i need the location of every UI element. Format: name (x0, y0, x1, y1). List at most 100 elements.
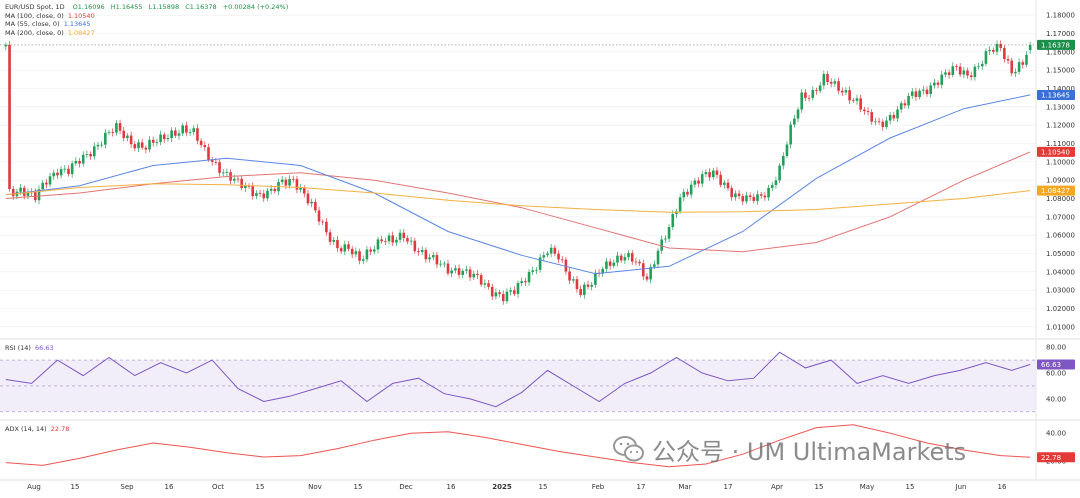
candle-body (8, 44, 11, 189)
candle-body (45, 182, 48, 185)
time-tick-label: 17 (724, 483, 733, 491)
candle-body (413, 240, 417, 252)
candle-body (19, 187, 22, 192)
candle-body (221, 172, 225, 174)
candle-body (531, 270, 535, 272)
candle-body (811, 90, 815, 98)
last-price-badge-bg (1037, 39, 1075, 50)
price-tick-label: 1.07000 (1046, 213, 1075, 221)
candle-body (874, 121, 877, 123)
watermark: 公众号 · UM UltimaMarkets (612, 432, 966, 466)
ma55-badge: 1.13645 (1041, 92, 1070, 100)
candle-body (89, 154, 92, 157)
candle-body (756, 194, 759, 201)
candle-body (601, 268, 605, 274)
candle-body (391, 235, 395, 243)
time-tick-label: Aug (27, 483, 41, 491)
candle-body (336, 239, 339, 249)
candle-body (476, 273, 479, 276)
candle-body (350, 248, 354, 255)
adx-value: 22.78 (50, 425, 70, 433)
ma55-legend: MA (55, close, 0) 1.13645 (5, 20, 288, 29)
candle-body (877, 121, 881, 123)
candle-body (583, 284, 586, 295)
last-price-badge: 1.16378 (1041, 41, 1070, 49)
candle-body (678, 197, 682, 212)
candle-body (347, 244, 350, 249)
candle-body (785, 144, 789, 156)
candle-body (605, 261, 608, 269)
candle-body (807, 97, 811, 99)
ma200-badge: 1.08427 (1041, 187, 1070, 195)
candle-body (992, 50, 995, 52)
adx-badge: 22.78 (1041, 454, 1061, 462)
time-tick-label: 15 (539, 483, 548, 491)
ma55-label: MA (55, close, 0) (5, 20, 60, 28)
candle-body (653, 264, 656, 267)
candle-body (789, 124, 792, 145)
candle-body (56, 172, 59, 176)
candle-body (398, 232, 402, 240)
candle-body (527, 271, 531, 283)
candle-body (247, 185, 251, 187)
candle-body (571, 279, 575, 281)
candle-body (317, 210, 321, 222)
candle-body (181, 125, 185, 134)
price-tick-label: 1.10000 (1046, 158, 1075, 166)
candle-body (848, 90, 851, 101)
candle-body (899, 103, 903, 110)
rsi-tick-label: 40.00 (1046, 395, 1066, 403)
candle-body (59, 169, 63, 176)
candle-body (634, 261, 638, 263)
candle-body (354, 251, 358, 255)
candles (4, 40, 1032, 305)
price-tick-label: 1.12000 (1046, 122, 1075, 130)
candle-body (947, 72, 951, 75)
candle-body (966, 70, 969, 76)
ma100-badge: 1.10540 (1041, 148, 1070, 156)
candle-body (564, 259, 568, 272)
candle-body (11, 188, 15, 197)
candle-body (174, 130, 177, 136)
candle-body (483, 283, 487, 285)
adx-badge-bg (1037, 452, 1075, 463)
candle-body (273, 188, 277, 192)
candle-body (225, 172, 229, 173)
candle-body (501, 294, 505, 302)
ma55-badge-bg (1037, 90, 1075, 101)
price-tick-label: 1.15000 (1046, 67, 1075, 75)
candle-body (148, 139, 151, 150)
time-tick-label: 15 (256, 483, 265, 491)
candle-body (553, 247, 557, 254)
price-tick-label: 1.16000 (1046, 48, 1075, 56)
candle-body (910, 91, 914, 96)
candle-body (457, 268, 461, 275)
candle-body (781, 155, 785, 166)
candle-body (284, 179, 288, 186)
candle-body (133, 144, 137, 149)
candle-body (291, 178, 295, 180)
ma200-label: MA (200, close, 0) (5, 28, 64, 37)
candle-body (800, 92, 804, 110)
candle-body (767, 187, 770, 198)
candle-body (509, 290, 512, 292)
candle-body (306, 193, 310, 204)
candle-body (376, 239, 380, 250)
candle-body (144, 147, 148, 150)
time-tick-label: 15 (354, 483, 363, 491)
candle-body (708, 172, 711, 178)
candle-body (542, 255, 546, 258)
candle-body (1021, 62, 1025, 65)
price-tick-label: 1.18000 (1046, 12, 1075, 20)
candle-body (395, 239, 398, 243)
candle-body (428, 257, 431, 260)
candle-body (196, 128, 199, 141)
watermark-text: 公众号 · UM UltimaMarkets (652, 437, 967, 466)
candle-body (126, 135, 129, 139)
candle-body (244, 185, 247, 189)
candle-body (984, 51, 988, 64)
candle-body (704, 172, 708, 175)
candle-body (575, 279, 579, 290)
candle-body (417, 251, 420, 252)
